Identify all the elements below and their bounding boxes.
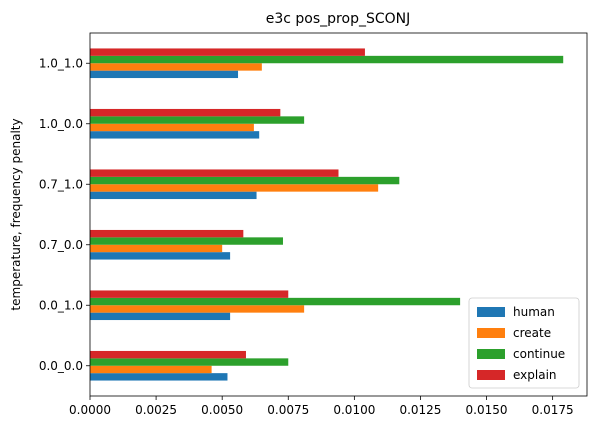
bar-continue-1.0_0.0 bbox=[90, 116, 305, 124]
bar-create-1.0_0.0 bbox=[90, 123, 254, 132]
legend-swatch-explain bbox=[477, 370, 505, 380]
x-tick-label: 0.0025 bbox=[135, 403, 177, 417]
bar-explain-0.0_0.0 bbox=[90, 350, 246, 359]
legend-frame bbox=[468, 297, 580, 389]
y-tick-label: 0.0_0.0 bbox=[39, 359, 83, 373]
y-axis: 0.0_0.0 0.0_1.0 0.7_0.0 0.7_1.0 1.0_0.0 1.0_1… bbox=[39, 56, 90, 373]
bar-explain-1.0_1.0 bbox=[90, 48, 365, 56]
y-tick-label: 0.0_1.0 bbox=[39, 298, 83, 312]
y-tick-label: 0.7_1.0 bbox=[39, 177, 83, 191]
legend-label-create: create bbox=[513, 326, 551, 340]
legend-label-continue: continue bbox=[513, 347, 565, 361]
bar-human-0.0_1.0 bbox=[90, 312, 231, 321]
x-tick-label: 0.0100 bbox=[333, 403, 375, 417]
bar-create-1.0_1.0 bbox=[90, 63, 262, 71]
x-tick-label: 0.0075 bbox=[267, 403, 309, 417]
legend-swatch-human bbox=[477, 307, 505, 317]
legend-swatch-continue bbox=[477, 349, 505, 359]
legend-swatch-create bbox=[477, 328, 505, 338]
bar-human-0.7_0.0 bbox=[90, 252, 231, 260]
bar-explain-0.0_1.0 bbox=[90, 290, 289, 298]
bar-continue-0.7_0.0 bbox=[90, 237, 283, 245]
y-tick-label: 1.0_0.0 bbox=[39, 117, 83, 131]
bar-explain-0.7_0.0 bbox=[90, 229, 244, 238]
bar-create-0.7_0.0 bbox=[90, 244, 223, 253]
bar-human-0.7_1.0 bbox=[90, 191, 257, 200]
bar-create-0.0_1.0 bbox=[90, 305, 305, 313]
bar-create-0.7_1.0 bbox=[90, 184, 379, 192]
bar-create-0.0_0.0 bbox=[90, 365, 212, 374]
legend-label-explain: explain bbox=[513, 368, 557, 382]
x-tick-label: 0.0125 bbox=[399, 403, 441, 417]
y-tick-label: 0.7_0.0 bbox=[39, 238, 83, 252]
bar-human-0.0_0.0 bbox=[90, 373, 228, 381]
y-axis-label: temperature, frequency penalty bbox=[9, 118, 23, 310]
legend: human create continue explain bbox=[468, 297, 580, 389]
bar-continue-0.7_1.0 bbox=[90, 176, 400, 185]
x-tick-label: 0.0050 bbox=[201, 403, 243, 417]
x-tick-label: 0.0175 bbox=[532, 403, 574, 417]
x-axis: 0.0000 0.0025 0.0050 0.0075 0.0100 0.0125 0.01… bbox=[69, 396, 574, 417]
bar-human-1.0_1.0 bbox=[90, 70, 239, 79]
bar-continue-0.0_0.0 bbox=[90, 358, 289, 366]
bar-explain-1.0_0.0 bbox=[90, 108, 281, 117]
chart-title: e3c pos_prop_SCONJ bbox=[266, 11, 410, 27]
x-tick-label: 0.0000 bbox=[69, 403, 111, 417]
legend-label-human: human bbox=[513, 305, 555, 319]
bar-continue-1.0_1.0 bbox=[90, 55, 564, 64]
bar-explain-0.7_1.0 bbox=[90, 169, 339, 177]
bars-group bbox=[90, 48, 564, 381]
y-tick-label: 1.0_1.0 bbox=[39, 56, 83, 70]
bar-human-1.0_0.0 bbox=[90, 131, 260, 139]
plot-frame bbox=[89, 32, 588, 397]
x-tick-label: 0.0150 bbox=[466, 403, 508, 417]
bar-continue-0.0_1.0 bbox=[90, 297, 461, 306]
